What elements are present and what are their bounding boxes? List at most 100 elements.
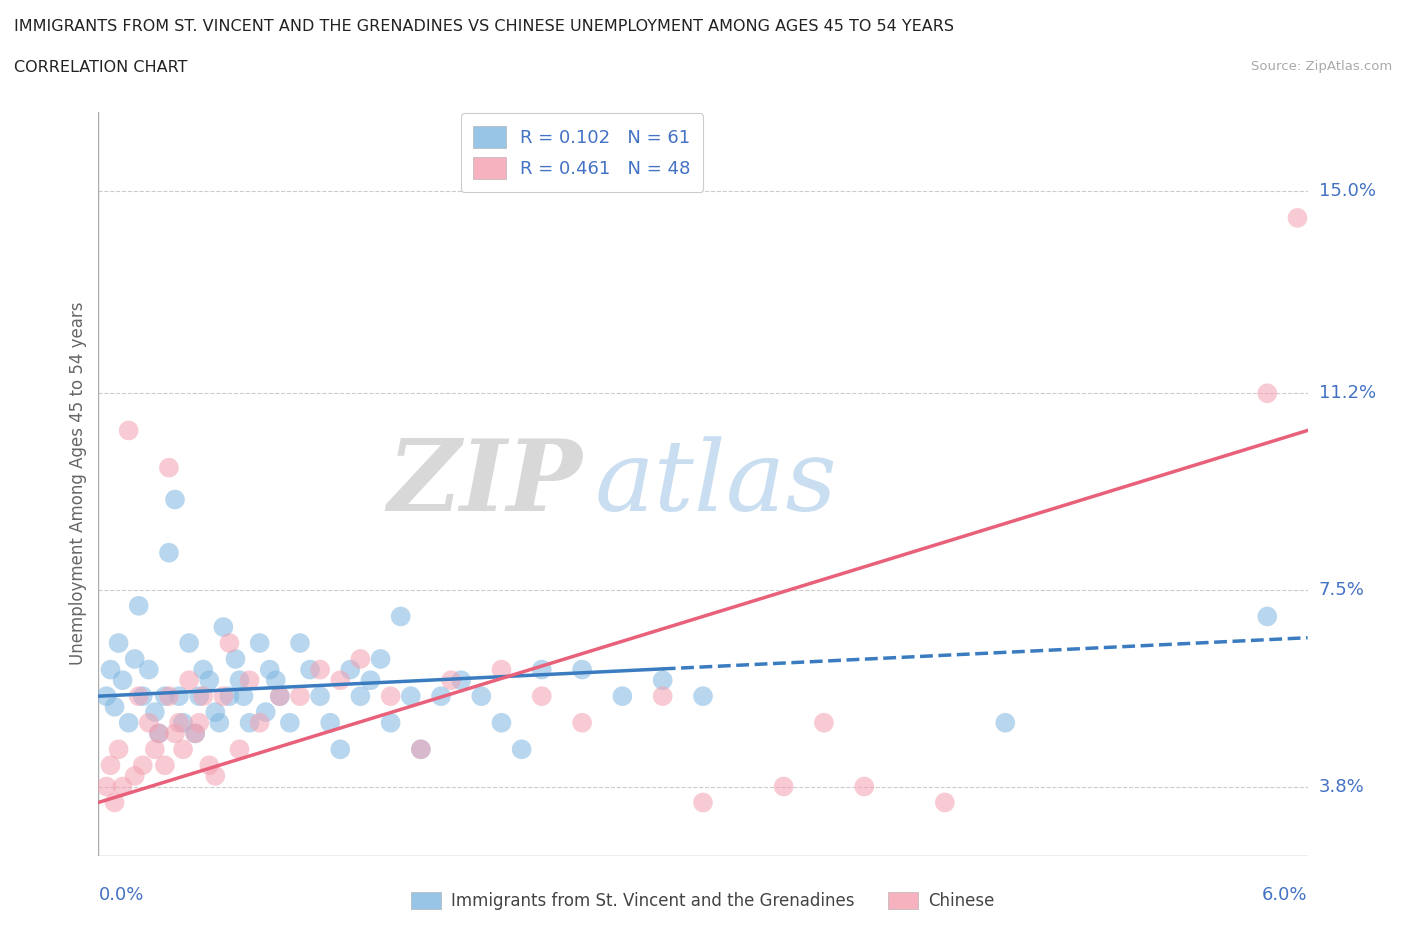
Point	[239, 672, 262, 687]
Point	[208, 715, 231, 730]
Point	[157, 545, 180, 560]
Point	[198, 758, 221, 773]
Point	[510, 742, 533, 757]
Point	[153, 689, 176, 704]
Point	[259, 662, 281, 677]
Point	[132, 689, 155, 704]
Point	[148, 726, 170, 741]
Text: 11.2%: 11.2%	[1319, 384, 1376, 403]
Point	[269, 689, 291, 704]
Point	[132, 758, 155, 773]
Point	[380, 715, 402, 730]
Text: atlas: atlas	[595, 436, 837, 531]
Point	[319, 715, 342, 730]
Point	[249, 715, 271, 730]
Point	[167, 689, 190, 704]
Text: ZIP: ZIP	[387, 435, 582, 532]
Point	[232, 689, 254, 704]
Point	[172, 742, 194, 757]
Point	[128, 598, 150, 613]
Point	[288, 635, 311, 650]
Point	[212, 689, 235, 704]
Point	[179, 635, 201, 650]
Point	[370, 652, 392, 667]
Y-axis label: Unemployment Among Ages 45 to 54 years: Unemployment Among Ages 45 to 54 years	[69, 302, 87, 665]
Point	[111, 779, 134, 794]
Point	[264, 672, 287, 687]
Text: 0.0%: 0.0%	[98, 886, 143, 904]
Point	[218, 635, 240, 650]
Point	[218, 689, 240, 704]
Point	[450, 672, 472, 687]
Text: 3.8%: 3.8%	[1319, 777, 1364, 795]
Point	[389, 609, 412, 624]
Point	[409, 742, 432, 757]
Point	[163, 492, 186, 507]
Point	[269, 689, 291, 704]
Text: 7.5%: 7.5%	[1319, 581, 1365, 599]
Point	[1256, 609, 1278, 624]
Point	[571, 715, 593, 730]
Point	[254, 705, 277, 720]
Point	[692, 689, 714, 704]
Point	[184, 726, 207, 741]
Point	[188, 689, 211, 704]
Point	[813, 715, 835, 730]
Point	[288, 689, 311, 704]
Point	[172, 715, 194, 730]
Point	[153, 758, 176, 773]
Legend: R = 0.102   N = 61, R = 0.461   N = 48: R = 0.102 N = 61, R = 0.461 N = 48	[461, 113, 703, 192]
Point	[96, 689, 118, 704]
Text: 15.0%: 15.0%	[1319, 182, 1375, 200]
Point	[204, 705, 226, 720]
Point	[157, 689, 180, 704]
Point	[184, 726, 207, 741]
Point	[853, 779, 876, 794]
Point	[491, 715, 513, 730]
Point	[188, 715, 211, 730]
Point	[299, 662, 322, 677]
Point	[440, 672, 463, 687]
Point	[249, 635, 271, 650]
Point	[96, 779, 118, 794]
Point	[198, 672, 221, 687]
Point	[163, 726, 186, 741]
Point	[530, 662, 553, 677]
Point	[143, 705, 166, 720]
Point	[360, 672, 382, 687]
Point	[651, 672, 673, 687]
Point	[349, 689, 371, 704]
Point	[1256, 386, 1278, 401]
Point	[329, 672, 352, 687]
Point	[107, 635, 129, 650]
Point	[994, 715, 1017, 730]
Point	[103, 795, 125, 810]
Point	[491, 662, 513, 677]
Point	[612, 689, 634, 704]
Point	[193, 662, 215, 677]
Point	[103, 699, 125, 714]
Text: 6.0%: 6.0%	[1263, 886, 1308, 904]
Point	[138, 715, 160, 730]
Point	[138, 662, 160, 677]
Point	[167, 715, 190, 730]
Text: CORRELATION CHART: CORRELATION CHART	[14, 60, 187, 75]
Point	[111, 672, 134, 687]
Legend: Immigrants from St. Vincent and the Grenadines, Chinese: Immigrants from St. Vincent and the Gren…	[405, 885, 1001, 917]
Point	[380, 689, 402, 704]
Point	[239, 715, 262, 730]
Point	[530, 689, 553, 704]
Point	[571, 662, 593, 677]
Text: IMMIGRANTS FROM ST. VINCENT AND THE GRENADINES VS CHINESE UNEMPLOYMENT AMONG AGE: IMMIGRANTS FROM ST. VINCENT AND THE GREN…	[14, 19, 955, 33]
Point	[399, 689, 422, 704]
Point	[107, 742, 129, 757]
Point	[100, 758, 122, 773]
Point	[124, 768, 146, 783]
Point	[118, 715, 141, 730]
Point	[339, 662, 361, 677]
Point	[692, 795, 714, 810]
Point	[157, 460, 180, 475]
Point	[409, 742, 432, 757]
Point	[772, 779, 794, 794]
Point	[309, 689, 332, 704]
